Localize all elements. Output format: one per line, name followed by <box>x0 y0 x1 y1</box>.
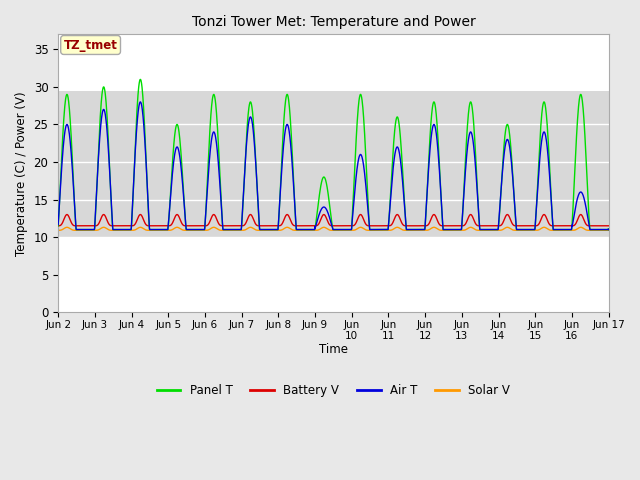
Air T <box>350 201 358 206</box>
Panel T <box>208 98 216 104</box>
Battery V <box>494 223 502 228</box>
Air T <box>136 99 144 105</box>
Air T <box>572 203 580 209</box>
Battery V <box>54 223 62 228</box>
Air T <box>72 227 80 232</box>
Air T <box>494 227 502 232</box>
Legend: Panel T, Battery V, Air T, Solar V: Panel T, Battery V, Air T, Solar V <box>152 379 515 402</box>
Line: Solar V: Solar V <box>58 228 609 230</box>
Air T <box>557 227 564 232</box>
Battery V <box>356 212 364 217</box>
Panel T <box>136 76 144 82</box>
Solar V <box>349 228 357 233</box>
Panel T <box>362 151 369 156</box>
Battery V <box>362 221 369 227</box>
Panel T <box>572 149 580 155</box>
Solar V <box>54 228 62 233</box>
Battery V <box>605 223 612 228</box>
Line: Battery V: Battery V <box>58 215 609 226</box>
Panel T <box>72 227 80 232</box>
Panel T <box>54 223 62 229</box>
Air T <box>54 222 62 228</box>
Solar V <box>605 228 612 233</box>
Solar V <box>208 225 216 231</box>
Solar V <box>494 228 502 233</box>
Solar V <box>356 225 364 230</box>
Battery V <box>72 223 80 228</box>
Title: Tonzi Tower Met: Temperature and Power: Tonzi Tower Met: Temperature and Power <box>191 15 476 29</box>
Battery V <box>208 214 216 219</box>
Panel T <box>605 227 612 232</box>
Solar V <box>572 227 580 233</box>
Solar V <box>362 227 369 233</box>
Text: TZ_tmet: TZ_tmet <box>63 38 118 51</box>
X-axis label: Time: Time <box>319 343 348 356</box>
Bar <box>58 91 609 237</box>
Battery V <box>572 221 580 227</box>
Panel T <box>350 188 358 194</box>
Battery V <box>349 223 357 228</box>
Line: Panel T: Panel T <box>58 79 609 229</box>
Air T <box>362 180 369 186</box>
Solar V <box>72 228 80 233</box>
Panel T <box>557 227 564 232</box>
Solar V <box>557 228 564 233</box>
Line: Air T: Air T <box>58 102 609 229</box>
Y-axis label: Temperature (C) / Power (V): Temperature (C) / Power (V) <box>15 91 28 255</box>
Battery V <box>557 223 564 228</box>
Air T <box>605 227 612 232</box>
Air T <box>208 133 216 139</box>
Panel T <box>494 227 502 232</box>
